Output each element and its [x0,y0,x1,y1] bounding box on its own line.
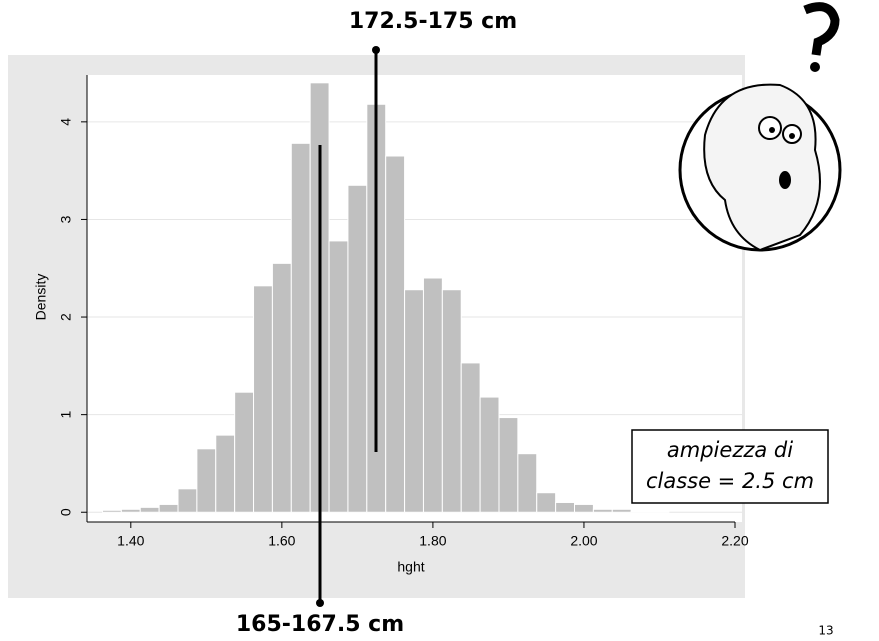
x-tick-label: 2.00 [570,533,597,549]
page-number: 13 [818,624,833,638]
bar [196,448,217,513]
bar [347,184,368,513]
bar [611,508,632,513]
x-axis-label: hght [397,559,424,575]
bar [139,506,160,513]
bar [215,434,236,513]
bar [234,391,255,513]
x-tick-label: 1.40 [117,533,144,549]
bar [592,508,613,513]
bar [574,503,594,513]
bar [649,510,670,513]
bar [253,285,273,513]
note-text: ampiezza di [667,438,793,462]
histogram: 0 1 2 3 4 1.40 1.60 1.80 2.00 2.20 [58,75,749,549]
x-tick-label: 1.80 [419,533,446,549]
bar [385,155,406,513]
bar [328,240,349,513]
bar [630,510,651,513]
note-box [631,429,829,504]
x-tick-label: 1.60 [268,533,295,549]
y-tick-label: 0 [58,508,74,516]
bar [422,277,443,513]
pointer-dot [316,599,324,607]
bar [555,501,576,513]
bar [498,417,519,513]
bar [290,142,311,513]
y-tick-label: 4 [58,118,74,126]
y-tick-label: 1 [58,411,74,419]
bar [120,508,141,513]
y-axis-label: Density [33,274,49,321]
y-tick-label: 2 [58,313,74,321]
y-tick-label: 3 [58,215,74,223]
bar [441,289,462,513]
pointer-dot [372,46,380,54]
bar [404,289,424,513]
bar [158,503,179,513]
bar [271,262,292,513]
cartoon [678,2,842,252]
bar [517,453,538,513]
bar [460,362,481,513]
x-tick-label: 2.20 [721,533,748,549]
note-text: classe = 2.5 cm [646,469,814,493]
annotation: 165-167.5 cm [236,612,404,637]
bar [177,488,198,513]
annotation: 172.5-175 cm [349,9,517,34]
bar [101,509,122,513]
bar [479,396,500,513]
bar [536,492,557,513]
